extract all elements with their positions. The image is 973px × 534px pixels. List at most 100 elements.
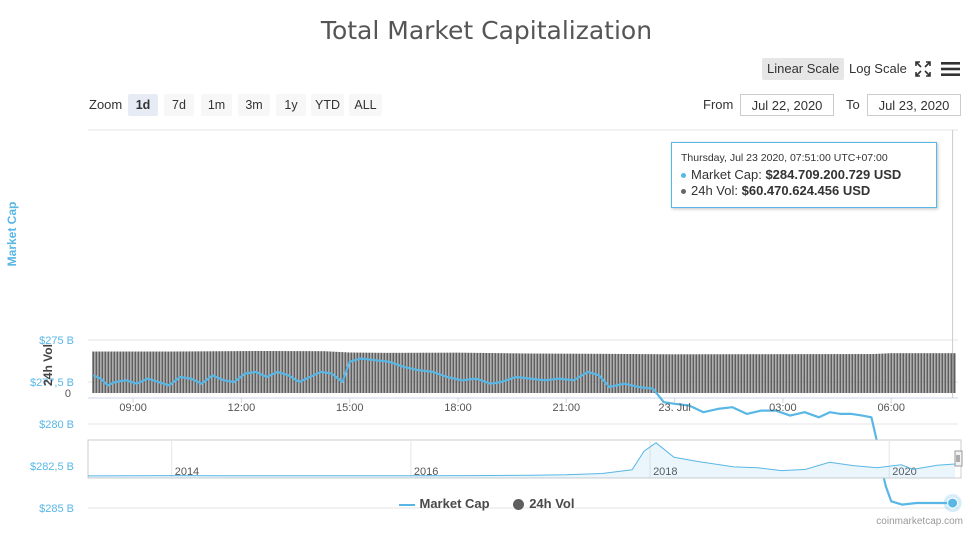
y-tick-label: $285 B <box>39 503 74 515</box>
log-scale-button[interactable]: Log Scale <box>849 61 907 76</box>
volume-bar <box>563 353 566 393</box>
volume-bar <box>287 351 290 393</box>
zoom-1d-button[interactable]: 1d <box>128 94 158 116</box>
y2-tick-label: 0 <box>65 388 71 400</box>
to-date-input[interactable]: Jul 23, 2020 <box>867 94 961 116</box>
volume-bar <box>461 352 464 393</box>
tooltip-volume-label: 24h Vol: <box>691 183 738 198</box>
line-swatch-icon <box>398 503 415 506</box>
volume-bar <box>683 354 686 393</box>
zoom-3m-button[interactable]: 3m <box>238 94 270 116</box>
volume-bar <box>131 351 134 393</box>
volume-bar <box>404 352 407 393</box>
volume-bar <box>887 353 890 393</box>
volume-bar <box>269 351 272 393</box>
legend-item-market-cap[interactable]: Market Cap <box>398 496 490 511</box>
volume-bar <box>911 353 914 393</box>
volume-bar <box>668 354 671 393</box>
x-axis: 09:00 12:00 15:00 18:00 21:00 23. Jul 03:00 06:… <box>119 398 905 414</box>
x-tick-label: 06:00 <box>877 402 905 414</box>
zoom-ytd-button[interactable]: YTD <box>311 94 344 116</box>
volume-bar <box>494 353 497 393</box>
volume-bar <box>119 351 122 393</box>
volume-bar <box>878 353 881 393</box>
volume-bar <box>785 354 788 393</box>
volume-bar <box>221 351 224 393</box>
volume-bar <box>206 351 209 393</box>
volume-bar <box>707 354 710 393</box>
volume-bar <box>332 351 335 393</box>
volume-bar <box>188 351 191 393</box>
legend-item-volume[interactable]: 24h Vol <box>513 496 574 511</box>
volume-bar <box>722 354 725 393</box>
volume-bar <box>737 354 740 393</box>
market-cap-line <box>92 357 953 506</box>
volume-bar <box>764 354 767 393</box>
volume-bar <box>761 354 764 393</box>
volume-bar <box>182 351 185 393</box>
volume-bar <box>107 351 110 393</box>
volume-bar <box>347 352 350 393</box>
zoom-all-button[interactable]: ALL <box>349 94 382 116</box>
volume-bar <box>311 351 314 393</box>
linear-scale-button[interactable]: Linear Scale <box>762 58 845 80</box>
volume-bar <box>224 351 227 393</box>
volume-bar <box>407 352 410 393</box>
volume-bar <box>596 353 599 393</box>
volume-bar <box>827 354 830 393</box>
navigator-frame <box>87 439 962 479</box>
volume-bar <box>419 352 422 393</box>
volume-bar <box>881 353 884 393</box>
volume-bar <box>509 353 512 393</box>
volume-bar <box>245 351 248 393</box>
credit-link[interactable]: coinmarketcap.com <box>876 516 963 527</box>
volume-bar <box>338 351 341 393</box>
volume-bar <box>359 352 362 393</box>
volume-bar <box>728 354 731 393</box>
volume-bar <box>155 351 158 393</box>
volume-bar <box>293 351 296 393</box>
volume-bar <box>575 353 578 393</box>
volume-bar <box>104 351 107 393</box>
from-date-input[interactable]: Jul 22, 2020 <box>740 94 834 116</box>
volume-bar <box>449 352 452 393</box>
expand-icon[interactable] <box>914 60 932 78</box>
volume-bar <box>935 353 938 393</box>
volume-bar <box>203 351 206 393</box>
volume-bar <box>371 352 374 393</box>
volume-bar <box>551 353 554 393</box>
volume-bar <box>869 354 872 393</box>
volume-bar <box>284 351 287 393</box>
volume-bar <box>299 351 302 393</box>
volume-bar <box>395 352 398 393</box>
volume-bar <box>743 354 746 393</box>
zoom-1y-button[interactable]: 1y <box>276 94 306 116</box>
volume-bar <box>542 353 545 393</box>
x-tick-label: 21:00 <box>553 402 581 414</box>
volume-bar <box>611 353 614 393</box>
hamburger-menu-icon[interactable] <box>941 61 960 77</box>
volume-bar <box>545 353 548 393</box>
volume-bar <box>941 353 944 393</box>
volume-bar <box>860 354 863 393</box>
volume-bar <box>263 351 266 393</box>
volume-bar <box>374 352 377 393</box>
volume-bar <box>803 354 806 393</box>
volume-bar <box>626 353 629 393</box>
volume-bar <box>566 353 569 393</box>
volume-bar <box>719 354 722 393</box>
y-tick-label: $280 B <box>39 419 74 431</box>
navigator[interactable]: 2014 2016 2018 2020 <box>87 439 963 479</box>
volume-bar <box>125 351 128 393</box>
volume-bar <box>146 351 149 393</box>
volume-bar <box>503 353 506 393</box>
zoom-1m-button[interactable]: 1m <box>201 94 232 116</box>
volume-bar <box>914 353 917 393</box>
volume-bar <box>698 354 701 393</box>
volume-bar <box>944 353 947 393</box>
volume-bar <box>731 354 734 393</box>
volume-bar <box>674 354 677 393</box>
zoom-7d-button[interactable]: 7d <box>164 94 194 116</box>
volume-bar <box>875 353 878 393</box>
volume-bar <box>917 353 920 393</box>
